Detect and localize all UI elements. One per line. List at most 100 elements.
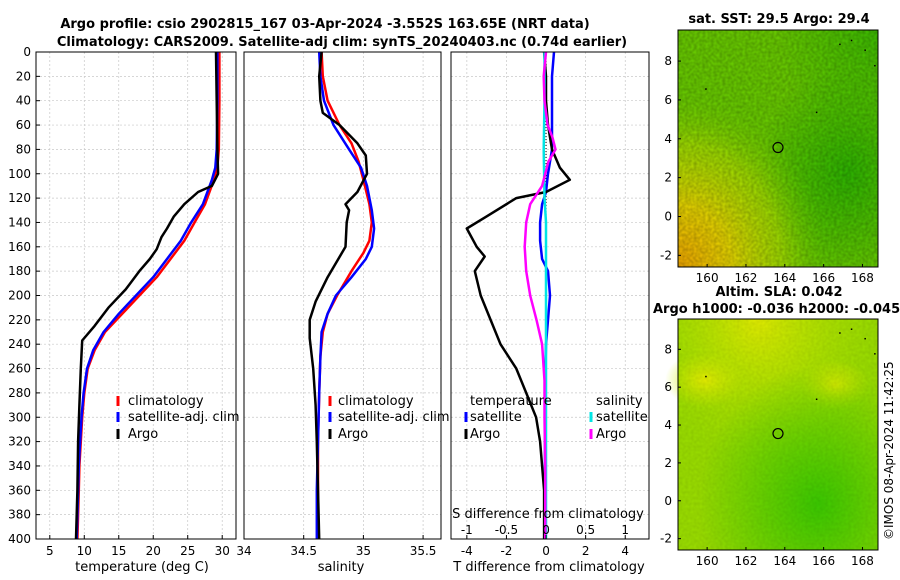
map-x-tick-label: 162 <box>735 554 758 568</box>
x-tick-label: 34 <box>236 544 251 558</box>
x-tick-label: -4 <box>461 544 473 558</box>
y-tick-label: 60 <box>16 118 31 132</box>
island-dot <box>864 337 866 340</box>
map-y-tick-label: 0 <box>664 494 672 508</box>
x-tick-label: 2 <box>582 544 590 558</box>
legend-label-t-satellite: satellite <box>470 410 522 425</box>
legend-label-argo: Argo <box>128 427 158 442</box>
island-dot <box>864 49 866 51</box>
y-tick-label: 320 <box>8 435 31 449</box>
y-tick-label: 160 <box>8 240 31 254</box>
sla-pixel-texture <box>678 319 878 550</box>
map-y-tick-label: 8 <box>664 54 672 68</box>
map-x-tick-label: 164 <box>773 554 796 568</box>
sst-pixel-texture <box>678 30 878 267</box>
temperature-profile-panel: 5 10 15 20 25 3002040608010012014016018020022… <box>8 45 237 558</box>
salinity-profile-panel: 34 34.5 35 35.5 <box>236 51 442 558</box>
legend-label-s-argo: Argo <box>596 427 626 442</box>
salinity-legend: climatology satellite-adj. clim Argo <box>328 394 450 442</box>
island-dot <box>815 111 818 114</box>
s-tick-label: 0.5 <box>576 523 595 537</box>
y-tick-label: 300 <box>8 410 31 424</box>
series-line-argo <box>308 51 369 540</box>
legend-label-climatology: climatology <box>338 394 414 409</box>
x-tick-label: 5 <box>46 544 54 558</box>
y-tick-label: 80 <box>16 142 31 156</box>
island-dot <box>839 43 841 46</box>
map-x-tick-label: 166 <box>812 271 835 285</box>
x-tick-label: 35 <box>356 544 371 558</box>
y-tick-label: 240 <box>8 337 31 351</box>
y-tick-label: 40 <box>16 94 31 108</box>
y-tick-label: 0 <box>23 45 31 59</box>
island-dot <box>815 398 818 401</box>
series-line-argo <box>74 51 220 540</box>
x-tick-label: 15 <box>111 544 126 558</box>
map-y-tick-label: 2 <box>664 456 672 470</box>
legend-title-temperature: temperature <box>470 394 552 409</box>
argo-location-marker <box>772 427 784 440</box>
map-y-tick-label: -2 <box>660 532 672 546</box>
y-tick-label: 360 <box>8 483 31 497</box>
map-y-tick-label: 4 <box>664 132 672 146</box>
island-dot <box>874 353 876 355</box>
s-tick-label: 0 <box>542 523 550 537</box>
temperature-axis-label: temperature (deg C) <box>75 560 209 575</box>
x-tick-label: 25 <box>180 544 195 558</box>
sst-map-axes: 160 162 164 166 168 -2 0 2 4 6 8 <box>660 39 876 285</box>
island-dot <box>874 64 876 67</box>
legend-title-salinity: salinity <box>596 394 643 409</box>
title-line-2: Climatology: CARS2009. Satellite-adj cli… <box>57 35 627 50</box>
s-tick-label: 1 <box>621 523 629 537</box>
y-tick-label: 220 <box>8 313 31 327</box>
sst-map-frame <box>677 29 879 268</box>
x-tick-label: 4 <box>621 544 629 558</box>
x-tick-label: -2 <box>500 544 512 558</box>
x-tick-label: 35.5 <box>410 544 437 558</box>
legend-label-climatology: climatology <box>128 394 204 409</box>
map-x-tick-label: 162 <box>735 271 758 285</box>
island-dot <box>850 39 853 42</box>
salinity-axis-label: salinity <box>318 560 365 575</box>
y-tick-label: 280 <box>8 386 31 400</box>
map-y-tick-label: 0 <box>664 209 672 223</box>
legend-label-argo: Argo <box>338 427 368 442</box>
y-tick-label: 180 <box>8 264 31 278</box>
y-tick-label: 20 <box>16 69 31 83</box>
map-x-tick-label: 160 <box>696 271 719 285</box>
plot-frame <box>243 51 442 540</box>
sla-map-title-line-1: Altim. SLA: 0.042 <box>716 285 843 300</box>
title-line-1: Argo profile: csio 2902815_167 03-Apr-20… <box>60 17 589 32</box>
series-line-satellite-adj-clim <box>75 52 219 540</box>
map-x-tick-label: 168 <box>851 271 874 285</box>
legend-label-t-argo: Argo <box>470 427 500 442</box>
y-tick-label: 100 <box>8 167 31 181</box>
difference-legend: temperature salinity satellite Argo sate… <box>464 394 648 442</box>
temperature-legend: climatology satellite-adj. clim Argo <box>116 394 240 442</box>
copyright-timestamp: ©IMOS 08-Apr-2024 11:42:25 <box>882 361 896 540</box>
y-tick-label: 200 <box>8 289 31 303</box>
y-tick-label: 260 <box>8 362 31 376</box>
y-tick-label: 140 <box>8 215 31 229</box>
sla-map-frame <box>677 318 879 551</box>
x-tick-label: 20 <box>146 544 161 558</box>
map-y-tick-label: 8 <box>664 342 672 356</box>
y-tick-label: 340 <box>8 459 31 473</box>
difference-profile-panel: -4 -2 0 2 4 -1 -0.5 0 0.5 1 <box>450 51 650 558</box>
map-y-tick-label: 6 <box>664 380 672 394</box>
series-line-s-argo <box>523 51 557 539</box>
map-y-tick-label: 6 <box>664 93 672 107</box>
island-dot <box>705 375 707 378</box>
island-dot <box>850 328 853 330</box>
s-tick-label: -0.5 <box>495 523 518 537</box>
map-x-tick-label: 160 <box>696 554 719 568</box>
map-y-tick-label: 4 <box>664 418 672 432</box>
x-tick-label: 34.5 <box>290 544 317 558</box>
y-tick-label: 120 <box>8 191 31 205</box>
s-difference-axis-label: S difference from climatology <box>452 507 644 522</box>
sst-map <box>677 29 879 268</box>
map-x-tick-label: 164 <box>773 271 796 285</box>
series-line-satellite-adj-clim <box>315 51 376 539</box>
island-dot <box>705 88 707 90</box>
